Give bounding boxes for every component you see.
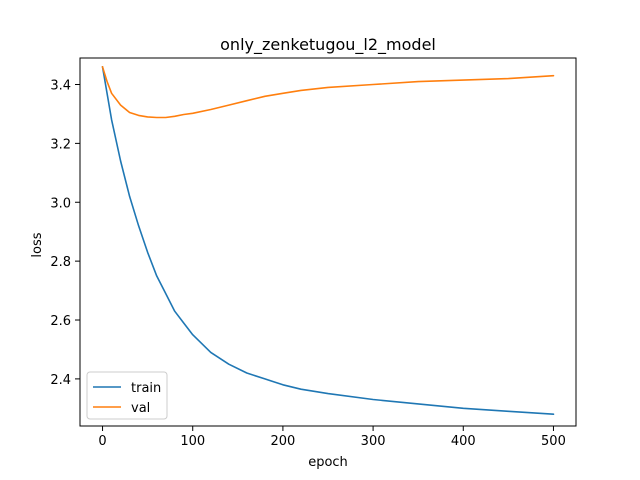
series-group [101, 66, 555, 416]
x-tick-label: 200 [270, 434, 295, 449]
x-tick-label: 400 [451, 434, 476, 449]
series-line-train [101, 66, 555, 416]
y-tick-label: 2.6 [50, 314, 71, 329]
chart-title: only_zenketugou_l2_model [220, 35, 436, 55]
x-tick-label: 100 [180, 434, 205, 449]
y-tick-label: 2.4 [50, 373, 71, 388]
y-axis-label: loss [30, 232, 45, 257]
y-tick-label: 2.8 [50, 255, 71, 270]
y-tick-label: 3.2 [50, 137, 71, 152]
x-tick-label: 300 [361, 434, 386, 449]
y-axis: 2.4 2.6 2.8 3.0 3.2 3.4 [50, 78, 80, 388]
y-tick-label: 3.4 [50, 78, 71, 93]
legend: train val [86, 371, 168, 420]
legend-label-val: val [131, 401, 150, 416]
x-axis-label: epoch [308, 455, 348, 470]
plot-frame [79, 57, 577, 427]
x-axis: 0 100 200 300 400 500 [98, 426, 566, 449]
y-tick-label: 3.0 [50, 196, 71, 211]
legend-label-train: train [131, 381, 161, 396]
x-tick-label: 0 [98, 434, 106, 449]
x-tick-label: 500 [541, 434, 566, 449]
series-line-val [101, 66, 555, 119]
